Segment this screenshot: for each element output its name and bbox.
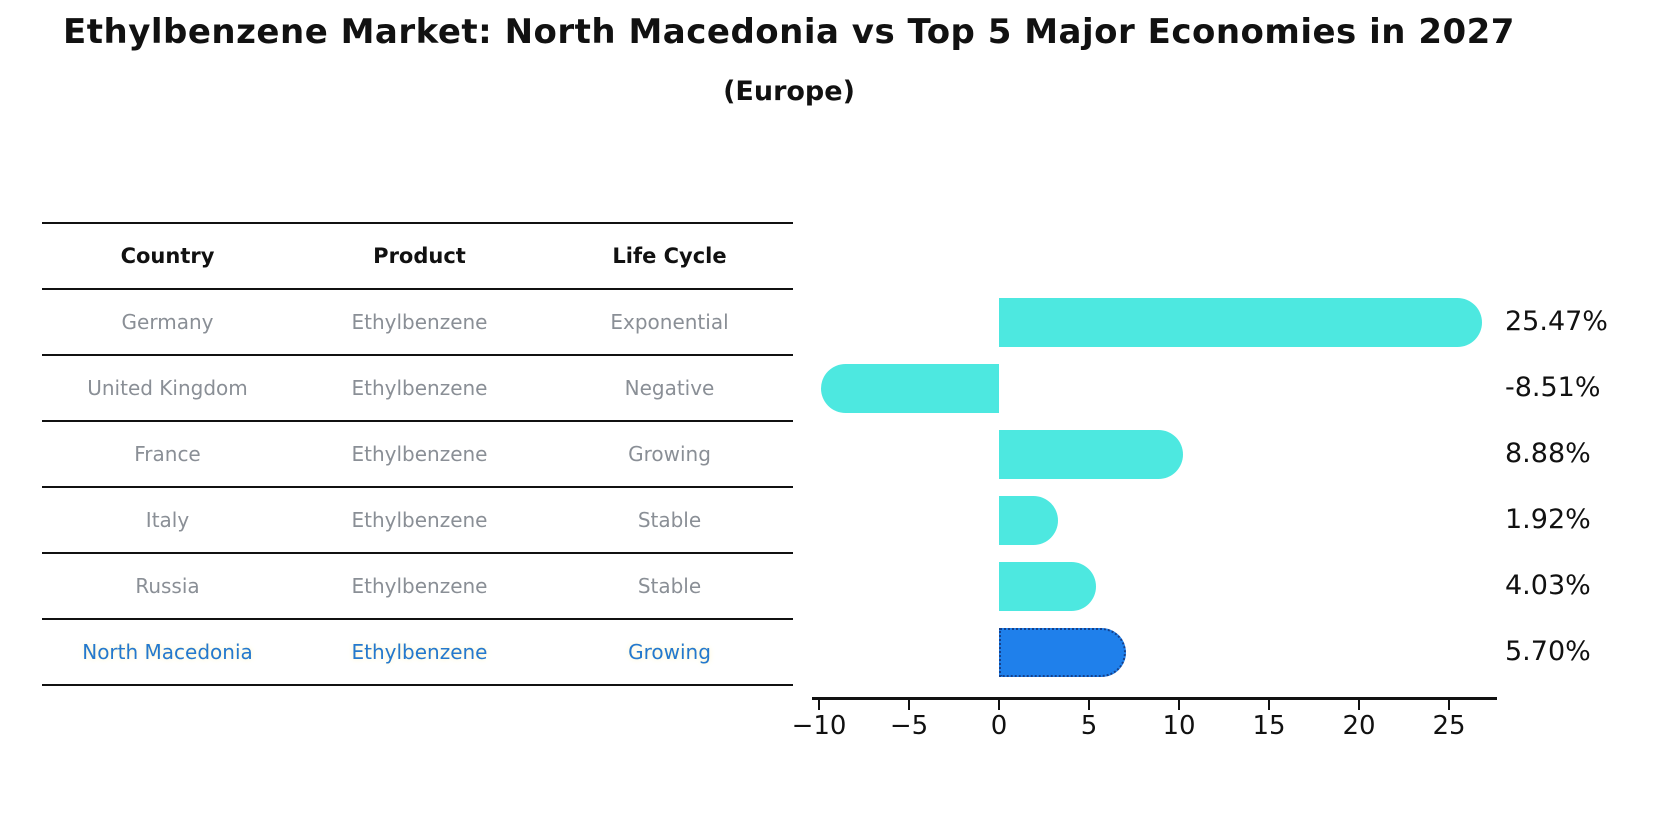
table-cell-product: Ethylbenzene — [351, 310, 488, 334]
x-tick-mark — [1357, 699, 1361, 710]
table-header-life_cycle: Life Cycle — [612, 244, 727, 268]
x-tick-mark — [1447, 699, 1451, 710]
table-rule — [42, 618, 793, 620]
table-rule — [42, 354, 793, 356]
value-label: -8.51% — [1505, 372, 1601, 403]
table-cell-life_cycle: Stable — [637, 574, 702, 598]
value-label: 4.03% — [1505, 570, 1591, 601]
table-header-product: Product — [373, 244, 466, 268]
table-cell-product: Ethylbenzene — [351, 442, 488, 466]
table-cell-country: Germany — [121, 310, 214, 334]
bar-north-macedonia — [999, 627, 1127, 677]
x-tick-label: 5 — [1080, 711, 1098, 741]
country-table: Country Product Life Cycle Germany Ethylbenz… — [42, 222, 793, 687]
value-label: 8.88% — [1505, 438, 1591, 469]
table-rule — [42, 552, 793, 554]
table-cell-country: North Macedonia — [82, 640, 253, 664]
table-rule — [42, 420, 793, 422]
x-tick-mark — [1177, 699, 1181, 710]
x-tick-label: 10 — [1162, 711, 1196, 741]
x-tick-mark — [997, 699, 1001, 710]
x-tick-label: −5 — [889, 711, 929, 741]
bar-italy — [999, 495, 1059, 545]
bar-germany — [999, 297, 1482, 347]
value-label: 25.47% — [1505, 306, 1608, 337]
value-label: 5.70% — [1505, 636, 1591, 667]
table-header-country: Country — [120, 244, 215, 268]
x-tick-label: 15 — [1252, 711, 1286, 741]
value-label: 1.92% — [1505, 504, 1591, 535]
bar-russia — [999, 561, 1097, 611]
x-tick-mark — [817, 699, 821, 710]
table-cell-product: Ethylbenzene — [351, 508, 488, 532]
table-cell-product: Ethylbenzene — [351, 376, 488, 400]
x-tick-label: 0 — [990, 711, 1008, 741]
chart-title: Ethylbenzene Market: North Macedonia vs … — [63, 12, 1515, 52]
bar-united-kingdom — [821, 363, 999, 413]
table-cell-product: Ethylbenzene — [351, 640, 488, 664]
table-cell-country: United Kingdom — [87, 376, 248, 400]
table-rule — [42, 684, 793, 686]
x-tick-label: 20 — [1342, 711, 1376, 741]
bar-france — [999, 429, 1184, 479]
table-cell-country: France — [134, 442, 201, 466]
table-rule — [42, 222, 793, 224]
x-tick-label: 25 — [1432, 711, 1466, 741]
table-cell-life_cycle: Growing — [628, 442, 711, 466]
table-cell-product: Ethylbenzene — [351, 574, 488, 598]
table-cell-life_cycle: Growing — [628, 640, 711, 664]
x-tick-mark — [1267, 699, 1271, 710]
table-rule — [42, 486, 793, 488]
chart-subtitle: (Europe) — [723, 76, 855, 107]
x-tick-label: −10 — [791, 711, 847, 741]
table-cell-country: Russia — [135, 574, 200, 598]
table-cell-country: Italy — [145, 508, 190, 532]
x-tick-mark — [907, 699, 911, 710]
table-cell-life_cycle: Exponential — [610, 310, 729, 334]
table-cell-life_cycle: Negative — [624, 376, 715, 400]
x-tick-mark — [1087, 699, 1091, 710]
x-axis-line — [812, 697, 1497, 700]
table-cell-life_cycle: Stable — [637, 508, 702, 532]
table-rule — [42, 288, 793, 290]
